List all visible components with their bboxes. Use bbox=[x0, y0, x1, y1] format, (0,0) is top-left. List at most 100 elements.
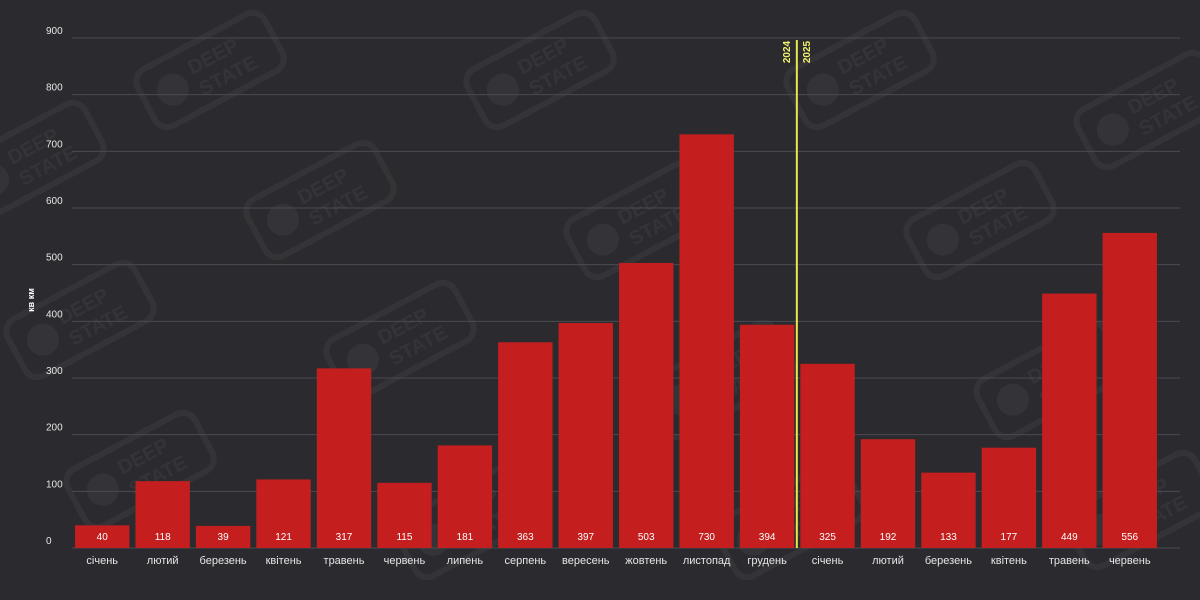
bar bbox=[256, 479, 311, 548]
watermark-knight-icon bbox=[0, 163, 9, 196]
watermark: DEEPSTATE bbox=[783, 9, 937, 131]
x-tick-label: квітень bbox=[991, 555, 1027, 567]
watermark-frame bbox=[903, 159, 1057, 281]
bar-value-label: 317 bbox=[336, 532, 353, 543]
watermark-knight-icon bbox=[26, 323, 59, 356]
bar bbox=[437, 445, 493, 548]
bar bbox=[377, 482, 432, 548]
bar-value-labels: 40 118 39 121 317 115 181 363 397 503 730 394 325 192… bbox=[97, 532, 1139, 543]
bar bbox=[800, 363, 855, 548]
watermark-knight-icon bbox=[926, 223, 959, 256]
bar-value-label: 118 bbox=[155, 532, 171, 543]
watermark: DEEPSTATE bbox=[0, 99, 107, 221]
bar bbox=[316, 368, 372, 548]
x-tick-label: лютий bbox=[872, 555, 904, 567]
bar-value-label: 121 bbox=[275, 532, 292, 543]
bars bbox=[75, 134, 1157, 549]
watermark-knight-icon bbox=[1096, 113, 1129, 146]
watermark-knight-icon bbox=[586, 223, 619, 256]
bar-value-label: 397 bbox=[577, 532, 594, 543]
watermark-knight-icon bbox=[346, 343, 379, 376]
watermark-frame bbox=[0, 99, 107, 221]
year-divider: 2024 2025 bbox=[782, 40, 813, 548]
bar bbox=[558, 323, 613, 548]
watermark-knight-icon bbox=[86, 473, 119, 506]
watermark-knight-icon bbox=[156, 73, 189, 106]
x-tick-label: жовтень bbox=[625, 555, 667, 567]
x-tick-label: грудень bbox=[747, 555, 787, 567]
bar-value-label: 192 bbox=[880, 532, 897, 543]
bar-value-label: 177 bbox=[1001, 532, 1018, 543]
watermark-knight-icon bbox=[806, 73, 839, 106]
bar bbox=[135, 481, 190, 548]
y-tick-label: 300 bbox=[46, 366, 63, 377]
y-tick-label: 600 bbox=[46, 196, 63, 207]
watermark-frame bbox=[3, 259, 157, 381]
bar bbox=[498, 342, 553, 548]
x-tick-label: вересень bbox=[562, 555, 610, 567]
watermark: DEEPSTATE bbox=[3, 259, 157, 381]
x-tick-label: липень bbox=[447, 555, 484, 567]
year-label-2025: 2025 bbox=[802, 40, 813, 63]
y-tick-label: 100 bbox=[46, 479, 63, 490]
bar bbox=[921, 472, 976, 548]
bar-value-label: 394 bbox=[759, 532, 776, 543]
bar-value-label: 449 bbox=[1061, 532, 1078, 543]
bar-value-label: 325 bbox=[819, 532, 836, 543]
x-tick-label: березень bbox=[925, 555, 972, 567]
y-axis-ticks: 0 100 200 300 400 500 600 700 800 900 bbox=[46, 26, 63, 547]
bar-value-label: 115 bbox=[396, 532, 412, 543]
watermark-knight-icon bbox=[266, 203, 299, 236]
bar-value-label: 730 bbox=[698, 532, 715, 543]
watermark-frame bbox=[133, 9, 287, 131]
x-tick-label: серпень bbox=[505, 555, 547, 567]
y-tick-label: 700 bbox=[46, 139, 63, 150]
y-tick-label: 200 bbox=[46, 423, 63, 434]
year-label-2024: 2024 bbox=[782, 40, 793, 63]
bar bbox=[1102, 232, 1157, 548]
bar bbox=[739, 324, 795, 548]
bar bbox=[860, 439, 916, 548]
watermark: DEEPSTATE bbox=[243, 139, 397, 261]
y-tick-label: 500 bbox=[46, 253, 63, 264]
x-tick-label: червень bbox=[1109, 555, 1151, 567]
x-tick-label: січень bbox=[812, 555, 844, 567]
bar-value-label: 503 bbox=[638, 532, 655, 543]
watermark: DEEPSTATE bbox=[1073, 49, 1200, 171]
x-tick-label: листопад bbox=[683, 555, 731, 567]
bar-value-label: 363 bbox=[517, 532, 534, 543]
y-tick-label: 0 bbox=[46, 536, 52, 547]
watermark: DEEPSTATE bbox=[133, 9, 287, 131]
x-tick-label: березень bbox=[200, 555, 247, 567]
x-tick-label: червень bbox=[384, 555, 426, 567]
y-tick-label: 900 bbox=[46, 26, 63, 37]
x-tick-label: квітень bbox=[266, 555, 302, 567]
bar-value-label: 556 bbox=[1121, 532, 1138, 543]
watermark-frame bbox=[1073, 49, 1200, 171]
x-tick-label: травень bbox=[324, 555, 365, 567]
bar-value-label: 181 bbox=[457, 532, 474, 543]
bar-value-label: 40 bbox=[97, 532, 109, 543]
bar bbox=[1042, 293, 1097, 548]
watermark-frame bbox=[463, 9, 617, 131]
y-tick-label: 400 bbox=[46, 309, 63, 320]
bar bbox=[195, 525, 251, 548]
watermark-knight-icon bbox=[486, 73, 519, 106]
y-tick-label: 800 bbox=[46, 83, 63, 94]
bar bbox=[619, 262, 674, 548]
x-tick-label: січень bbox=[86, 555, 118, 567]
watermark: DEEPSTATE bbox=[903, 159, 1057, 281]
watermark: DEEPSTATE bbox=[463, 9, 617, 131]
y-axis-label: кв км bbox=[26, 288, 36, 312]
bar bbox=[981, 447, 1037, 548]
x-tick-label: лютий bbox=[147, 555, 179, 567]
watermark-knight-icon bbox=[996, 383, 1029, 416]
bar-value-label: 133 bbox=[940, 532, 957, 543]
x-axis-ticks: січень лютий березень квітень травень червень… bbox=[86, 555, 1150, 567]
bar bbox=[679, 134, 734, 549]
x-tick-label: травень bbox=[1049, 555, 1090, 567]
watermark-frame bbox=[243, 139, 397, 261]
bar-value-label: 39 bbox=[218, 532, 230, 543]
